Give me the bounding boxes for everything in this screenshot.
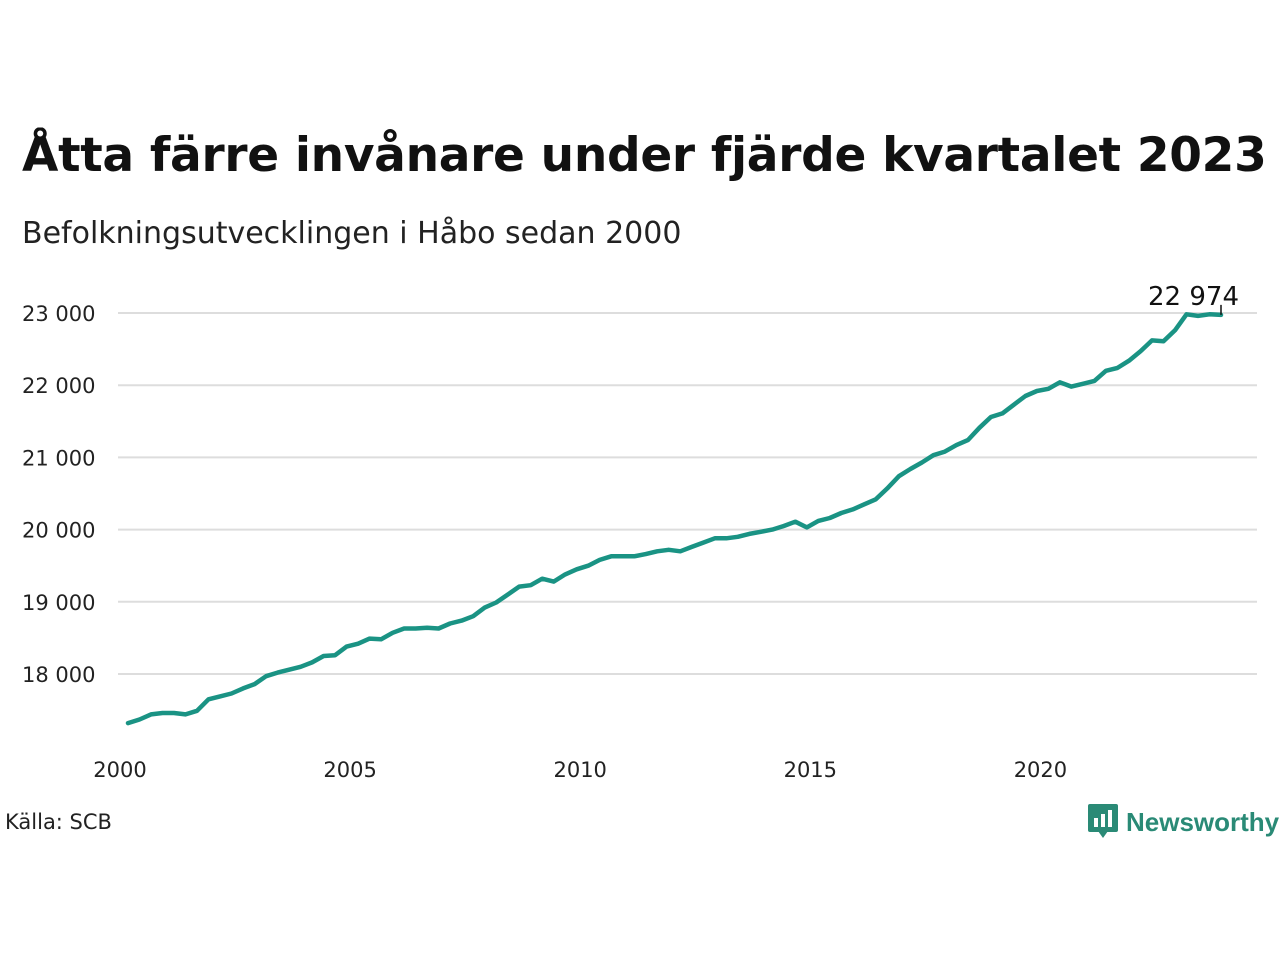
source-note: Källa: SCB <box>5 810 112 834</box>
x-axis-labels: 2000 2005 2010 2015 2020 <box>93 758 1067 782</box>
y-tick-label: 23 000 <box>22 302 95 326</box>
brand-name: Newsworthy <box>1126 806 1280 837</box>
chart-title: Åtta färre invånare under fjärde kvartal… <box>22 128 1267 183</box>
y-tick-label: 20 000 <box>22 519 95 543</box>
x-tick-label: 2000 <box>93 758 146 782</box>
gridlines <box>118 312 1257 675</box>
x-tick-label: 2005 <box>323 758 376 782</box>
chart-subtitle: Befolkningsutvecklingen i Håbo sedan 200… <box>22 216 682 251</box>
newsworthy-logo[interactable]: Newsworthy <box>1088 804 1279 840</box>
annotation-layer: 22 974 <box>1148 282 1239 315</box>
y-tick-label: 21 000 <box>22 446 95 470</box>
last-value-label: 22 974 <box>1148 282 1239 312</box>
y-tick-label: 19 000 <box>22 591 95 615</box>
newsworthy-chart-bubble-icon <box>1088 804 1118 838</box>
population-line <box>125 312 1224 726</box>
x-tick-label: 2010 <box>553 758 606 782</box>
series-layer <box>125 312 1224 726</box>
x-tick-label: 2020 <box>1014 758 1067 782</box>
y-tick-label: 22 000 <box>22 374 95 398</box>
y-axis-labels: 18 000 19 000 20 000 21 000 22 000 23 000 <box>22 302 95 687</box>
x-tick-label: 2015 <box>784 758 837 782</box>
y-tick-label: 18 000 <box>22 663 95 687</box>
